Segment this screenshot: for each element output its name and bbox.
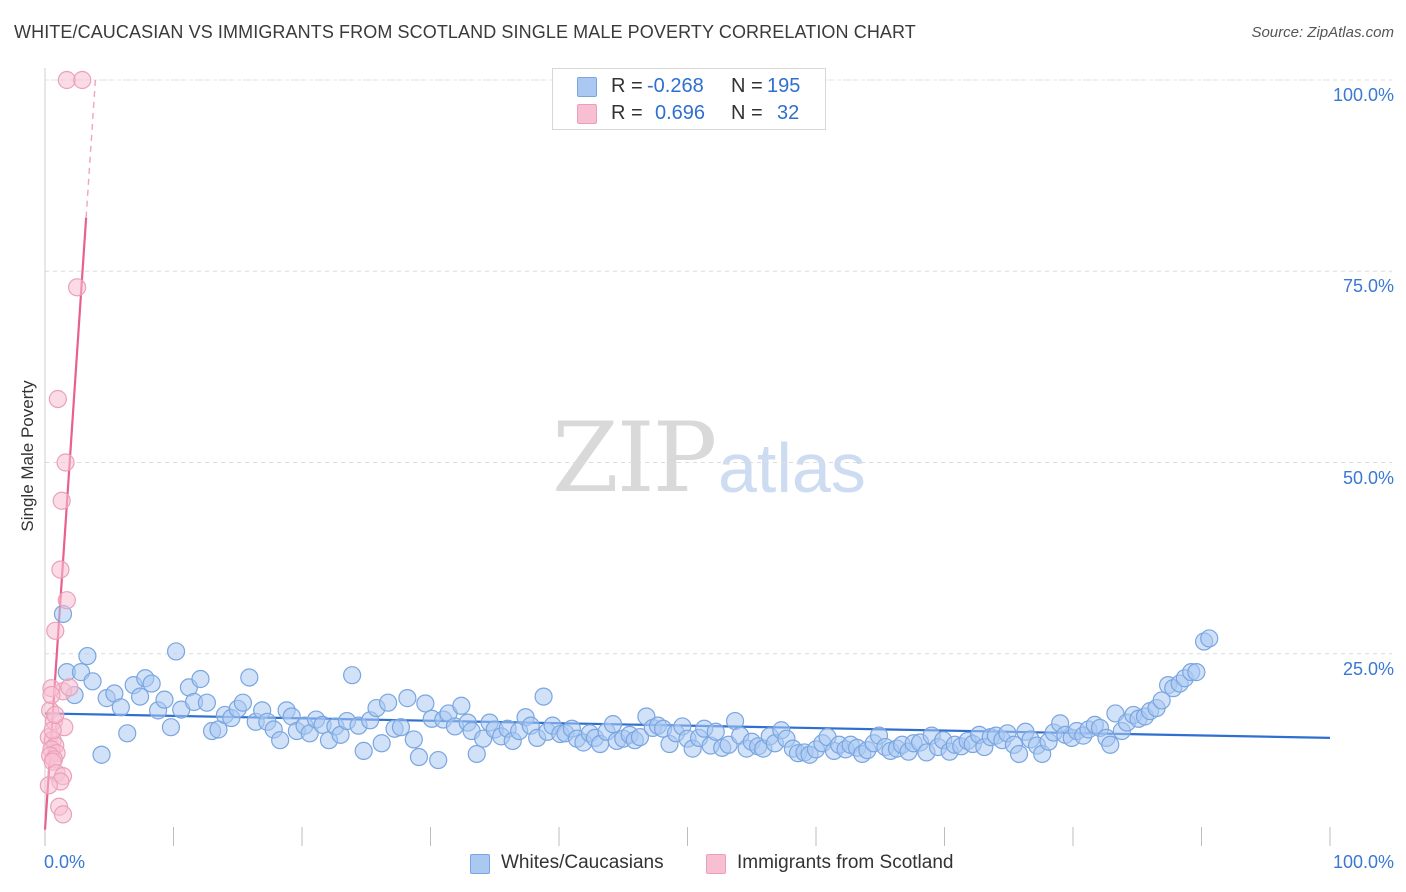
- point-scotland: [53, 805, 73, 824]
- point-whites: [155, 690, 174, 709]
- point-whites: [1200, 629, 1219, 648]
- point-whites: [271, 731, 290, 750]
- point-whites: [1009, 744, 1029, 764]
- bottom-legend-label-whites: Whites/Caucasians: [501, 852, 664, 873]
- legend-swatch-blue: [577, 77, 597, 97]
- point-whites: [78, 646, 97, 666]
- point-scotland: [56, 453, 75, 472]
- point-whites: [467, 744, 486, 764]
- point-whites: [378, 693, 398, 712]
- point-scotland: [57, 70, 76, 90]
- point-scotland: [68, 278, 87, 297]
- bottom-legend-swatch-blue: [470, 854, 490, 874]
- point-whites: [83, 672, 102, 691]
- x-tick-label-min: 0.0%: [44, 852, 86, 872]
- y-axis-label: Single Male Poverty: [18, 380, 37, 532]
- correlation-legend: R = -0.268 N = 195 R = 0.696 N = 32: [552, 68, 826, 130]
- point-whites: [452, 696, 471, 715]
- y-tick-label: 100.0%: [1332, 85, 1394, 105]
- point-whites: [409, 747, 429, 767]
- watermark-zip: ZIP: [552, 402, 717, 514]
- point-scotland: [48, 389, 67, 409]
- x-tick-label-max: 100.0%: [1332, 852, 1394, 872]
- point-scotland: [46, 621, 65, 640]
- point-whites: [240, 668, 259, 687]
- point-whites: [92, 745, 111, 764]
- point-scotland: [57, 591, 76, 610]
- point-scotland: [73, 70, 92, 90]
- point-whites: [161, 718, 181, 737]
- point-scotland: [43, 721, 62, 740]
- point-whites: [391, 718, 411, 737]
- point-whites: [429, 750, 448, 770]
- point-whites: [142, 674, 161, 693]
- legend-swatch-pink: [577, 104, 597, 124]
- point-whites: [1101, 735, 1120, 754]
- y-tick-label: 25.0%: [1342, 658, 1394, 679]
- point-scotland: [52, 491, 71, 510]
- n-label: N =: [731, 75, 763, 97]
- point-whites: [197, 693, 217, 712]
- grid-lines: [45, 79, 1392, 655]
- point-whites: [166, 642, 186, 661]
- point-whites: [191, 669, 210, 689]
- source-credit: Source: ZipAtlas.com: [1251, 24, 1394, 41]
- point-whites: [118, 724, 137, 743]
- bottom-legend-swatch-pink: [706, 854, 726, 874]
- n-value-scotland: 32: [777, 102, 800, 124]
- point-whites: [1152, 691, 1171, 710]
- point-whites: [398, 689, 417, 708]
- point-scotland: [46, 705, 65, 725]
- point-whites: [416, 694, 435, 713]
- y-tick-label: 75.0%: [1342, 276, 1394, 297]
- r-value-scotland: 0.696: [655, 102, 706, 124]
- point-scotland: [51, 560, 70, 579]
- r-value-whites: -0.268: [647, 75, 704, 97]
- point-whites: [354, 741, 373, 761]
- y-tick-label: 50.0%: [1342, 467, 1394, 488]
- data-points: [39, 70, 1219, 824]
- watermark-atlas: atlas: [718, 429, 866, 507]
- point-whites: [534, 687, 553, 706]
- point-scotland: [60, 678, 79, 697]
- point-whites: [343, 666, 362, 685]
- point-whites: [603, 715, 623, 734]
- r-label: R =: [611, 75, 643, 97]
- point-scotland: [39, 776, 58, 795]
- point-whites: [130, 687, 150, 706]
- n-label: N =: [731, 102, 763, 124]
- point-whites: [630, 728, 650, 747]
- r-label: R =: [611, 102, 643, 124]
- point-scotland: [42, 685, 61, 705]
- chart-title: WHITE/CAUCASIAN VS IMMIGRANTS FROM SCOTL…: [14, 22, 916, 42]
- point-whites: [1187, 663, 1206, 682]
- point-whites: [706, 722, 725, 741]
- point-whites: [233, 693, 252, 712]
- point-whites: [111, 698, 130, 717]
- bottom-legend-label-scotland: Immigrants from Scotland: [737, 852, 954, 873]
- point-whites: [404, 730, 423, 749]
- point-whites: [372, 734, 391, 753]
- n-value-whites: 195: [767, 75, 801, 97]
- trend-line-scotland-extension: [85, 79, 97, 218]
